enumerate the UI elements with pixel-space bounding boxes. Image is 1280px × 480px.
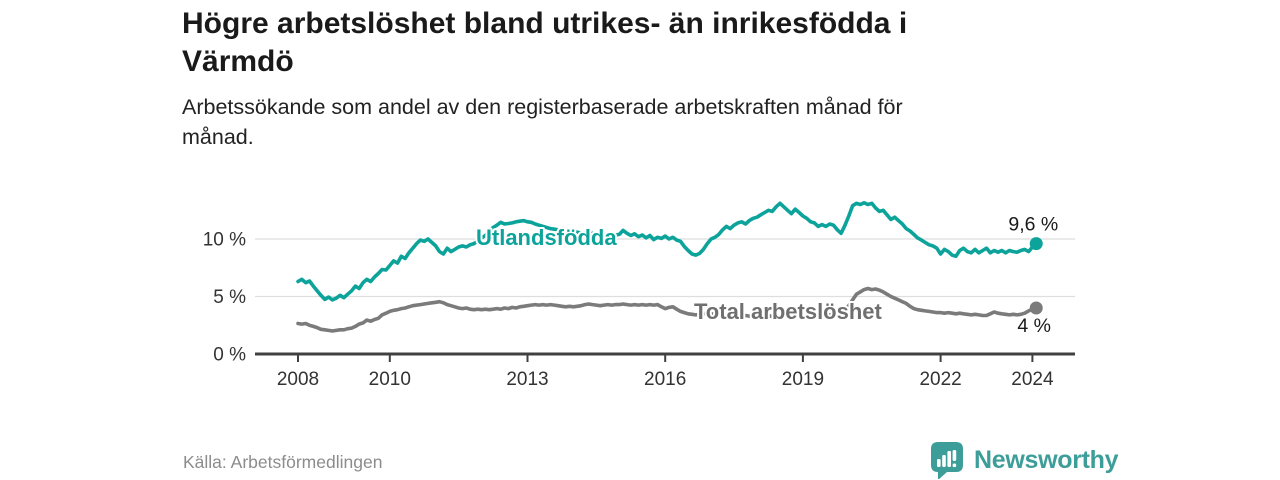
newsworthy-logo[interactable]: Newsworthy (928, 441, 1119, 479)
end-dot (1029, 301, 1043, 315)
bar-chart-speech-bubble-icon (931, 442, 963, 479)
chart-svg: 2008 2010 2013 2016 2019 2022 2024 0 % 5 % 10 % Ut… (203, 200, 1075, 390)
subtitle-line-1: Arbetssökande som andel av den registerb… (182, 95, 903, 119)
line-chart: 2008 2010 2013 2016 2019 2022 2024 0 % 5 % 10 % Ut… (180, 185, 1100, 400)
chart-subtitle: Arbetssökande som andel av den registerb… (182, 92, 903, 152)
x-tick-label: 2010 (369, 369, 411, 390)
brand-name: Newsworthy (974, 445, 1119, 474)
y-tick-label: 10 % (203, 230, 246, 251)
x-tick-label: 2008 (277, 369, 319, 390)
x-tick-label: 2024 (1011, 369, 1054, 390)
x-tick-label: 2022 (919, 369, 961, 390)
series-label: Total arbetslöshet (694, 299, 883, 324)
x-tick-label: 2016 (644, 369, 686, 390)
series-label: Utlandsfödda (476, 225, 617, 250)
last-value-label: 9,6 % (1008, 214, 1058, 236)
source-attribution: Källa: Arbetsförmedlingen (183, 452, 383, 472)
end-dot (1029, 237, 1043, 251)
last-value-label: 4 % (1017, 315, 1051, 337)
y-tick-label: 0 % (213, 345, 246, 366)
series-line (296, 286, 1039, 333)
series-line (296, 200, 1039, 302)
x-tick-label: 2019 (782, 369, 824, 390)
page-title: Högre arbetslöshet bland utrikes- än inr… (182, 5, 907, 81)
title-line-1: Högre arbetslöshet bland utrikes- än inr… (182, 7, 908, 40)
x-tick-label: 2013 (506, 369, 548, 390)
title-line-2: Värmdö (182, 45, 294, 78)
y-tick-label: 5 % (213, 287, 246, 308)
subtitle-line-2: månad. (182, 125, 254, 149)
